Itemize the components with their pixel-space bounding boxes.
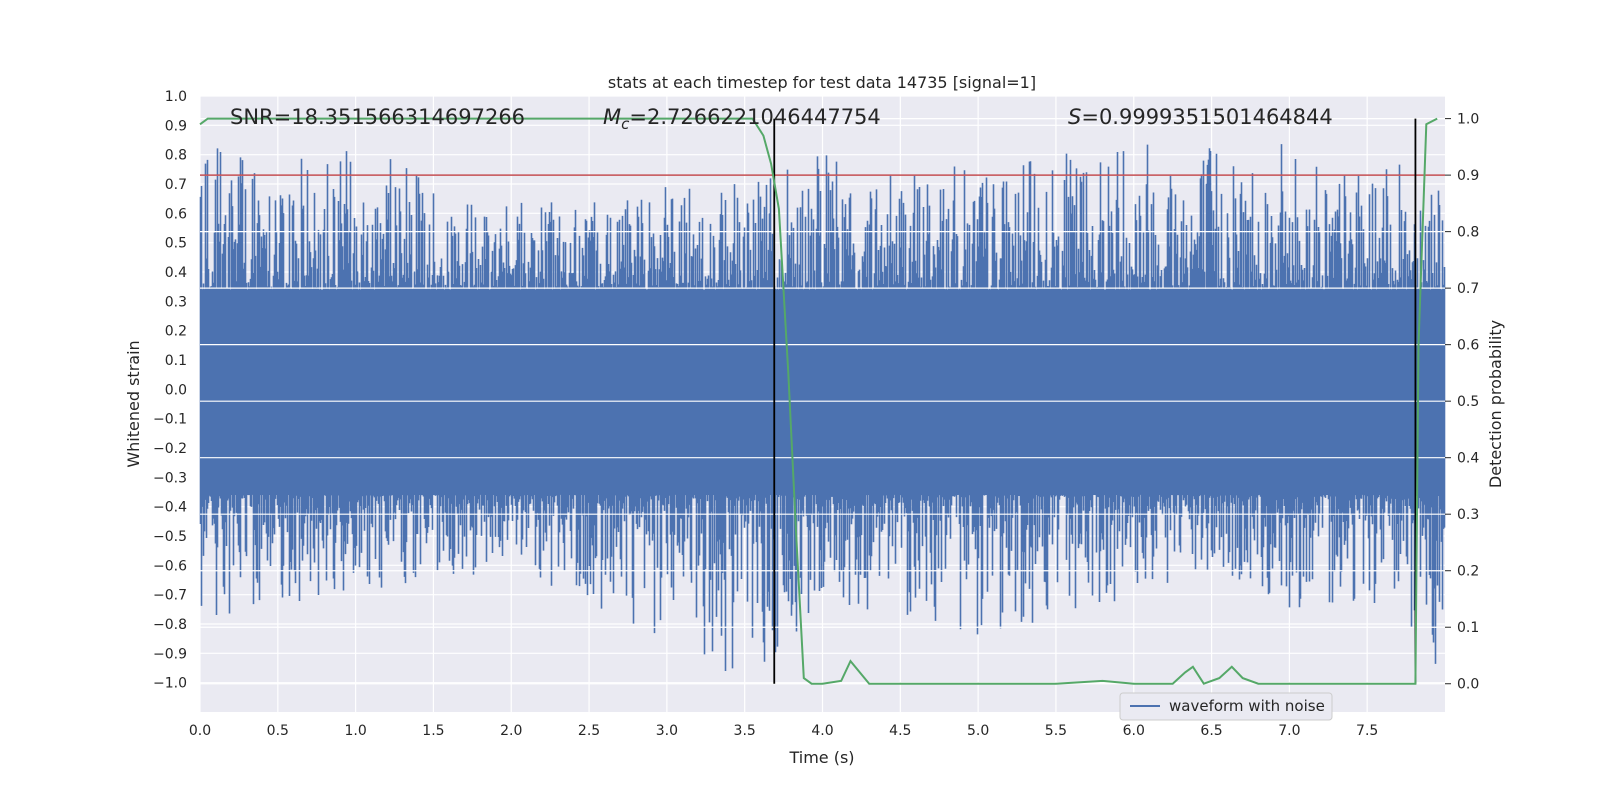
legend-label: waveform with noise <box>1169 697 1325 715</box>
y2-tick-label: 0.1 <box>1457 620 1479 636</box>
x-tick-label: 0.0 <box>189 723 211 739</box>
y-tick-label: −0.1 <box>153 412 187 428</box>
chirp-mass-annotation: Mc=2.7266221046447754 <box>603 105 881 133</box>
x-tick-label: 0.5 <box>267 723 289 739</box>
y2-tick-label: 0.9 <box>1457 168 1479 184</box>
y2-tick-label: 0.2 <box>1457 564 1479 580</box>
y2-tick-label: 0.8 <box>1457 225 1479 241</box>
y-tick-label: −1.0 <box>153 676 187 692</box>
y-tick-label: −0.9 <box>153 646 187 662</box>
probability-series <box>199 117 1438 685</box>
probability-line <box>199 117 1438 685</box>
y-tick-label: 0.8 <box>165 148 187 164</box>
y-tick-label: −0.6 <box>153 558 187 574</box>
y-tick-label: −0.5 <box>153 529 187 545</box>
x-tick-label: 4.0 <box>811 723 833 739</box>
chirp-mass-value: =2.7266221046447754 <box>629 105 880 129</box>
y2-tick-label: 0.4 <box>1457 451 1479 467</box>
y-tick-label: −0.7 <box>153 588 187 604</box>
y-tick-label: −0.3 <box>153 470 187 486</box>
x-tick-label: 7.0 <box>1278 723 1300 739</box>
y2-tick-label: 0.3 <box>1457 507 1479 523</box>
y-tick-label: 0.7 <box>165 177 187 193</box>
y-tick-label: 0.1 <box>165 353 187 369</box>
y-tick-label: −0.8 <box>153 617 187 633</box>
y2-tick-label: 0.6 <box>1457 338 1479 354</box>
legend-box <box>1119 692 1333 721</box>
x-tick-labels: 0.0 0.5 1.0 1.5 2.0 2.5 3.0 3.5 4.0 4.5 5.0 5.5 6.0 6… <box>189 723 1378 739</box>
score-annotation: S=0.9999351501464844 <box>1068 105 1333 129</box>
chart-title: stats at each timestep for test data 147… <box>608 73 1036 92</box>
x-tick-label: 2.0 <box>500 723 522 739</box>
x-tick-label: 2.5 <box>578 723 600 739</box>
chirp-mass-subscript: c <box>621 115 630 133</box>
x-tick-label: 6.0 <box>1123 723 1145 739</box>
x-tick-label: 7.5 <box>1356 723 1378 739</box>
y2-tick-label: 0.5 <box>1457 394 1479 410</box>
chirp-mass-symbol: M <box>603 105 621 129</box>
y-tick-label: 0.4 <box>165 265 187 281</box>
x-tick-label: 5.5 <box>1045 723 1067 739</box>
y-tick-label: 0.9 <box>165 118 187 134</box>
x-tick-label: 3.0 <box>656 723 678 739</box>
x-tick-label: 1.5 <box>422 723 444 739</box>
y-tick-labels: 1.0 0.9 0.8 0.7 0.6 0.5 0.4 0.3 0.2 0.1 0.0 −0.1 −0.… <box>153 89 187 692</box>
x-tick-label: 1.0 <box>344 723 366 739</box>
waveform-series <box>199 144 1446 671</box>
y2-tick-label: 0.0 <box>1457 677 1479 693</box>
y-tick-label: 0.6 <box>165 206 187 222</box>
y2-tick-label: 1.0 <box>1457 112 1479 128</box>
y2-tick-labels: 1.0 0.9 0.8 0.7 0.6 0.5 0.4 0.3 0.2 0.1 0.0 <box>1445 112 1479 693</box>
legend: waveform with noise <box>1119 692 1333 721</box>
y-tick-label: −0.4 <box>153 500 187 516</box>
snr-annotation: SNR=18.351566314697266 <box>230 105 525 129</box>
score-symbol: S <box>1068 105 1081 129</box>
y2-tick-label: 0.7 <box>1457 281 1479 297</box>
x-tick-label: 4.5 <box>889 723 911 739</box>
y-tick-label: 0.5 <box>165 236 187 252</box>
y-tick-label: 0.2 <box>165 324 187 340</box>
y-tick-label: 0.0 <box>165 382 187 398</box>
x-axis-label: Time (s) <box>788 748 854 767</box>
x-tick-label: 3.5 <box>734 723 756 739</box>
y-tick-label: −0.2 <box>153 441 187 457</box>
x-tick-label: 6.5 <box>1200 723 1222 739</box>
y2-axis-label: Detection probability <box>1486 320 1505 488</box>
score-value: =0.9999351501464844 <box>1081 105 1332 129</box>
y-axis-label: Whitened strain <box>124 340 143 467</box>
y-tick-label: 0.3 <box>165 294 187 310</box>
y-tick-label: 1.0 <box>165 89 187 105</box>
x-tick-label: 5.0 <box>967 723 989 739</box>
